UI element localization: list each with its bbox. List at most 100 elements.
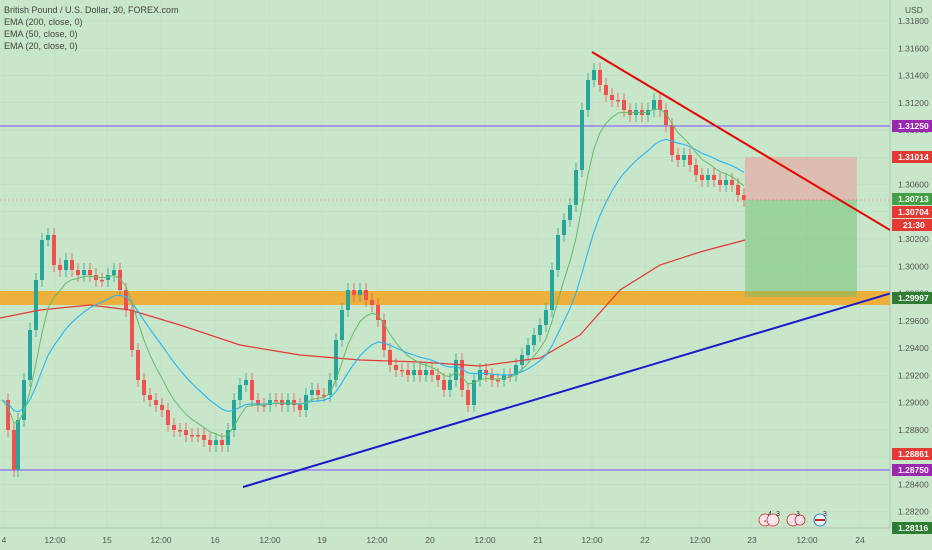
candle-body: [532, 335, 536, 345]
candle-body: [550, 270, 554, 310]
candle-body: [232, 400, 236, 430]
ema-200-line: [0, 239, 746, 367]
price-tag-box: [892, 522, 932, 534]
time-axis[interactable]: [0, 528, 890, 550]
candle-body: [454, 360, 458, 380]
candle-body: [586, 80, 590, 110]
price-tag-128861: 1.28861: [898, 449, 929, 459]
candlesticks: [6, 63, 746, 477]
price-tick-label: 1.28200: [898, 507, 929, 517]
badge-count: 3: [776, 511, 780, 518]
candle-body: [496, 380, 500, 382]
svg-text:▪: ▪: [764, 519, 766, 525]
time-tick-label: 15: [102, 535, 112, 545]
indicator-ema-50[interactable]: EMA (50, close, 0): [4, 29, 78, 39]
candle-body: [136, 350, 140, 380]
candle-body: [568, 205, 572, 220]
time-tick-label: 12:00: [581, 535, 603, 545]
price-tag-130704: 1.30704: [898, 207, 929, 217]
candle-body: [502, 375, 506, 380]
resistance-trendline[interactable]: [591, 51, 896, 234]
candle-body: [544, 310, 548, 325]
candle-body: [424, 370, 428, 375]
price-tick-label: 1.31800: [898, 16, 929, 26]
candle-body: [490, 375, 494, 380]
candle-body: [406, 370, 410, 375]
price-tick-label: 1.29200: [898, 370, 929, 380]
price-tick-label: 1.29400: [898, 343, 929, 353]
candle-body: [388, 350, 392, 365]
candle-body: [592, 70, 596, 80]
indicator-ema-20[interactable]: EMA (20, close, 0): [4, 41, 78, 51]
support-zone: [0, 291, 890, 305]
candle-body: [12, 430, 16, 470]
candle-body: [178, 430, 182, 432]
chart-pane[interactable]: [0, 0, 890, 528]
candle-body: [76, 270, 80, 275]
calendar-flag-icon[interactable]: 3: [786, 511, 806, 527]
candle-body: [214, 440, 218, 445]
candle-body: [430, 370, 434, 375]
candle-body: [46, 235, 50, 240]
candle-body: [64, 260, 68, 270]
time-tick-label: 12:00: [796, 535, 818, 545]
candle-body: [364, 290, 368, 300]
candle-body: [190, 435, 194, 437]
candle-body: [124, 290, 128, 310]
candle-body: [208, 440, 212, 445]
countdown-tag-box: [892, 219, 932, 231]
price-tag-box: [892, 206, 932, 218]
candle-body: [712, 175, 716, 180]
candle-body: [472, 380, 476, 405]
calendar-flag-icon[interactable]: 3: [766, 511, 780, 527]
candle-body: [328, 380, 332, 395]
price-tag-131250: 1.31250: [898, 121, 929, 131]
candle-body: [616, 100, 620, 102]
candle-body: [508, 375, 512, 377]
price-tick-label: 1.30200: [898, 234, 929, 244]
candle-body: [112, 270, 116, 275]
candle-body: [220, 440, 224, 445]
candle-body: [322, 395, 326, 397]
symbol-title[interactable]: British Pound / U.S. Dollar, 30, FOREX.c…: [4, 5, 179, 15]
candle-body: [658, 100, 662, 110]
candle-body: [352, 290, 356, 295]
candle-body: [298, 405, 302, 410]
candle-body: [184, 430, 188, 435]
time-tick-label: 20: [425, 535, 435, 545]
candle-body: [478, 370, 482, 380]
candle-body: [682, 155, 686, 160]
candle-body: [172, 425, 176, 430]
candle-body: [694, 165, 698, 175]
ema-20-line: [1, 108, 745, 438]
time-tick-label: 12:00: [689, 535, 711, 545]
candle-body: [604, 85, 608, 95]
time-tick-label: 12:00: [44, 535, 66, 545]
candle-body: [718, 180, 722, 185]
candle-body: [166, 410, 170, 425]
event-badges[interactable]: ▪ 4 3 3 3: [758, 511, 827, 527]
candle-body: [514, 365, 518, 375]
chart-legend[interactable]: British Pound / U.S. Dollar, 30, FOREX.c…: [4, 4, 179, 52]
support-trendline[interactable]: [242, 291, 896, 488]
candle-body: [148, 395, 152, 400]
time-tick-label: 16: [210, 535, 220, 545]
stop-loss-zone[interactable]: [745, 157, 857, 200]
price-tick-label: 1.31200: [898, 98, 929, 108]
candle-body: [706, 175, 710, 180]
price-tag-box: [892, 120, 932, 132]
candle-body: [250, 380, 254, 400]
candle-body: [58, 265, 62, 270]
candle-body: [28, 330, 32, 380]
candle-body: [334, 340, 338, 380]
us-flag-icon[interactable]: 3: [813, 511, 827, 527]
candle-body: [574, 170, 578, 205]
candle-body: [664, 110, 668, 125]
price-tag-128116: 1.28116: [898, 523, 929, 533]
indicator-ema-200[interactable]: EMA (200, close, 0): [4, 17, 83, 27]
take-profit-zone[interactable]: [745, 200, 857, 297]
price-tick-label: 1.30000: [898, 261, 929, 271]
time-axis-ticks: 4 12:00 15 12:00 16 12:00 19 12:00 20 12:00 21 12:0…: [2, 535, 865, 545]
time-tick-label: 12:00: [150, 535, 172, 545]
